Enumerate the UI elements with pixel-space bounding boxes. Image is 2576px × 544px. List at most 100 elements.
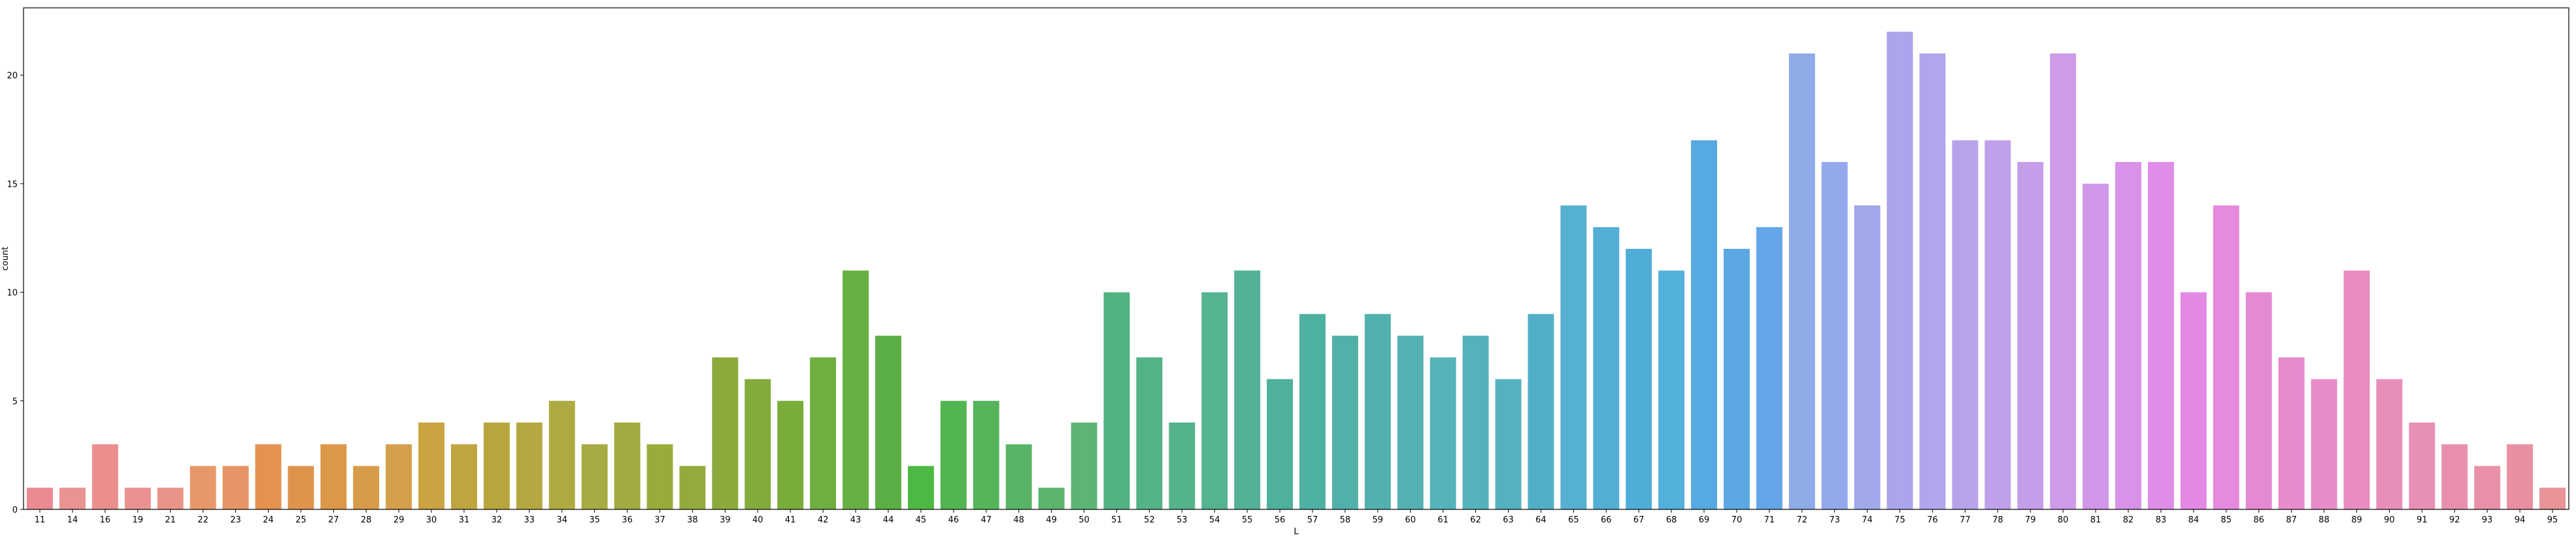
x-tick-label: 23 bbox=[230, 515, 241, 525]
bar-69 bbox=[1691, 140, 1718, 510]
bar-24 bbox=[255, 444, 282, 509]
x-tick-label: 79 bbox=[2025, 515, 2036, 525]
x-tick-label: 36 bbox=[622, 515, 633, 525]
x-tick-label: 53 bbox=[1177, 515, 1188, 525]
bar-68 bbox=[1658, 270, 1685, 509]
x-tick-label: 41 bbox=[785, 515, 796, 525]
bar-60 bbox=[1397, 336, 1424, 509]
x-tick-label: 48 bbox=[1013, 515, 1024, 525]
y-axis-ticks: 0 5 10 15 20 bbox=[7, 71, 24, 515]
bar-57 bbox=[1299, 313, 1326, 509]
x-tick-label: 49 bbox=[1046, 515, 1057, 525]
bar-16 bbox=[92, 444, 118, 509]
bar-50 bbox=[1071, 423, 1097, 509]
bar-72 bbox=[1788, 53, 1815, 510]
bar-45 bbox=[907, 466, 934, 509]
x-tick-label: 33 bbox=[524, 515, 535, 525]
x-tick-label: 58 bbox=[1340, 515, 1351, 525]
x-tick-label: 57 bbox=[1307, 515, 1318, 525]
bar-84 bbox=[2180, 292, 2207, 509]
bar-19 bbox=[124, 487, 151, 509]
bar-75 bbox=[1886, 31, 1913, 510]
y-tick-label: 0 bbox=[12, 505, 18, 515]
x-tick-label: 21 bbox=[165, 515, 176, 525]
x-tick-label: 40 bbox=[752, 515, 763, 525]
bar-27 bbox=[320, 444, 347, 509]
x-tick-label: 46 bbox=[948, 515, 960, 525]
bar-87 bbox=[2278, 357, 2305, 509]
x-tick-label: 86 bbox=[2253, 515, 2264, 525]
bar-49 bbox=[1038, 487, 1065, 509]
bar-61 bbox=[1430, 357, 1456, 509]
x-tick-label: 37 bbox=[654, 515, 665, 525]
bar-81 bbox=[2083, 184, 2109, 509]
x-tick-label: 52 bbox=[1144, 515, 1155, 525]
x-tick-label: 44 bbox=[883, 515, 894, 525]
x-tick-label: 70 bbox=[1731, 515, 1743, 525]
x-tick-label: 83 bbox=[2156, 515, 2167, 525]
x-tick-label: 25 bbox=[295, 515, 307, 525]
bar-54 bbox=[1201, 292, 1228, 509]
x-tick-label: 43 bbox=[850, 515, 861, 525]
bar-88 bbox=[2311, 379, 2337, 509]
bar-80 bbox=[2050, 53, 2077, 510]
x-tick-label: 61 bbox=[1437, 515, 1448, 525]
x-tick-label: 90 bbox=[2384, 515, 2395, 525]
bar-32 bbox=[483, 423, 510, 509]
bar-77 bbox=[1952, 140, 1979, 510]
bar-14 bbox=[59, 487, 86, 509]
x-tick-label: 32 bbox=[492, 515, 503, 525]
x-tick-label: 67 bbox=[1633, 515, 1645, 525]
bar-30 bbox=[418, 423, 445, 509]
x-tick-label: 30 bbox=[426, 515, 437, 525]
bar-44 bbox=[875, 336, 901, 509]
bar-47 bbox=[973, 400, 999, 509]
y-tick-label: 15 bbox=[7, 180, 18, 189]
bar-91 bbox=[2409, 423, 2435, 509]
bar-70 bbox=[1723, 249, 1750, 509]
bar-85 bbox=[2213, 205, 2239, 509]
bar-78 bbox=[1984, 140, 2011, 510]
x-tick-label: 94 bbox=[2515, 515, 2526, 525]
x-tick-label: 24 bbox=[263, 515, 274, 525]
x-tick-label: 65 bbox=[1568, 515, 1579, 525]
bar-82 bbox=[2115, 162, 2142, 509]
x-tick-label: 76 bbox=[1927, 515, 1938, 525]
x-tick-label: 34 bbox=[556, 515, 567, 525]
bar-36 bbox=[614, 423, 641, 509]
x-tick-label: 63 bbox=[1503, 515, 1514, 525]
bar-51 bbox=[1103, 292, 1130, 509]
bar-73 bbox=[1821, 162, 1848, 509]
x-tick-label: 77 bbox=[1960, 515, 1971, 525]
x-tick-label: 64 bbox=[1535, 515, 1547, 525]
bar-31 bbox=[450, 444, 477, 509]
bar-11 bbox=[26, 487, 53, 509]
x-tick-label: 35 bbox=[589, 515, 600, 525]
x-tick-label: 16 bbox=[100, 515, 111, 525]
bar-53 bbox=[1169, 423, 1196, 509]
x-tick-label: 89 bbox=[2351, 515, 2362, 525]
x-tick-label: 27 bbox=[328, 515, 339, 525]
x-tick-label: 11 bbox=[35, 515, 46, 525]
bar-40 bbox=[744, 379, 771, 509]
bar-66 bbox=[1593, 227, 1620, 509]
x-tick-label: 51 bbox=[1111, 515, 1122, 525]
x-tick-label: 95 bbox=[2547, 515, 2558, 525]
x-axis-ticks: 11 14 16 19 21 22 23 24 25 27 28 29 30 31 32 33 34 35 36 37… bbox=[35, 509, 2558, 525]
x-tick-label: 14 bbox=[67, 515, 78, 525]
bar-48 bbox=[1005, 444, 1032, 509]
x-tick-label: 38 bbox=[687, 515, 698, 525]
bar-23 bbox=[222, 466, 249, 509]
x-tick-label: 59 bbox=[1373, 515, 1384, 525]
x-tick-label: 71 bbox=[1764, 515, 1775, 525]
bar-22 bbox=[190, 466, 216, 509]
y-tick-label: 20 bbox=[7, 71, 18, 81]
x-tick-label: 47 bbox=[980, 515, 992, 525]
bar-76 bbox=[1919, 53, 1946, 510]
x-tick-label: 62 bbox=[1470, 515, 1481, 525]
bar-55 bbox=[1234, 270, 1261, 509]
bar-41 bbox=[777, 400, 804, 509]
x-tick-label: 92 bbox=[2449, 515, 2460, 525]
x-tick-label: 54 bbox=[1209, 515, 1220, 525]
